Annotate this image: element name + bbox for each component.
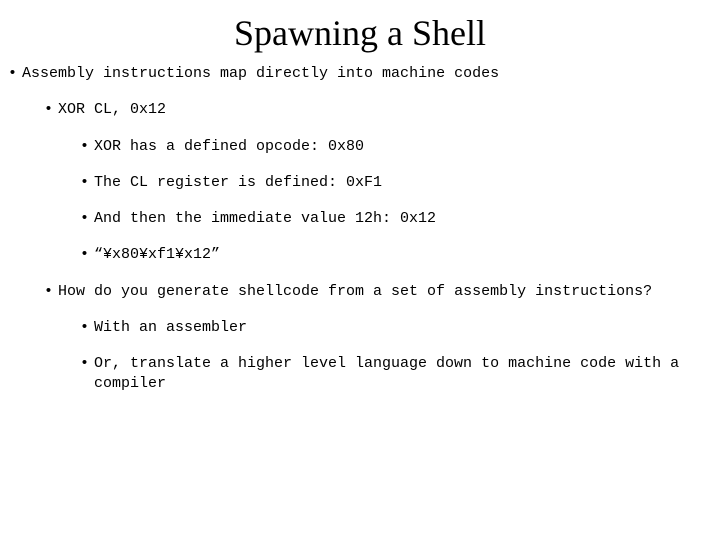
bullet-list: Assembly instructions map directly into … [8, 64, 712, 395]
bullet-item: “¥x80¥xf1¥x12” [80, 245, 712, 265]
bullet-item: With an assembler [80, 318, 712, 338]
slide-content: Assembly instructions map directly into … [0, 64, 720, 395]
bullet-item: The CL register is defined: 0xF1 [80, 173, 712, 193]
bullet-item: XOR has a defined opcode: 0x80 [80, 137, 712, 157]
slide: Spawning a Shell Assembly instructions m… [0, 0, 720, 540]
bullet-item: And then the immediate value 12h: 0x12 [80, 209, 712, 229]
bullet-item: Assembly instructions map directly into … [8, 64, 712, 84]
bullet-item: How do you generate shellcode from a set… [44, 282, 712, 302]
slide-title: Spawning a Shell [0, 0, 720, 64]
bullet-item: Or, translate a higher level language do… [80, 354, 712, 395]
bullet-item: XOR CL, 0x12 [44, 100, 712, 120]
